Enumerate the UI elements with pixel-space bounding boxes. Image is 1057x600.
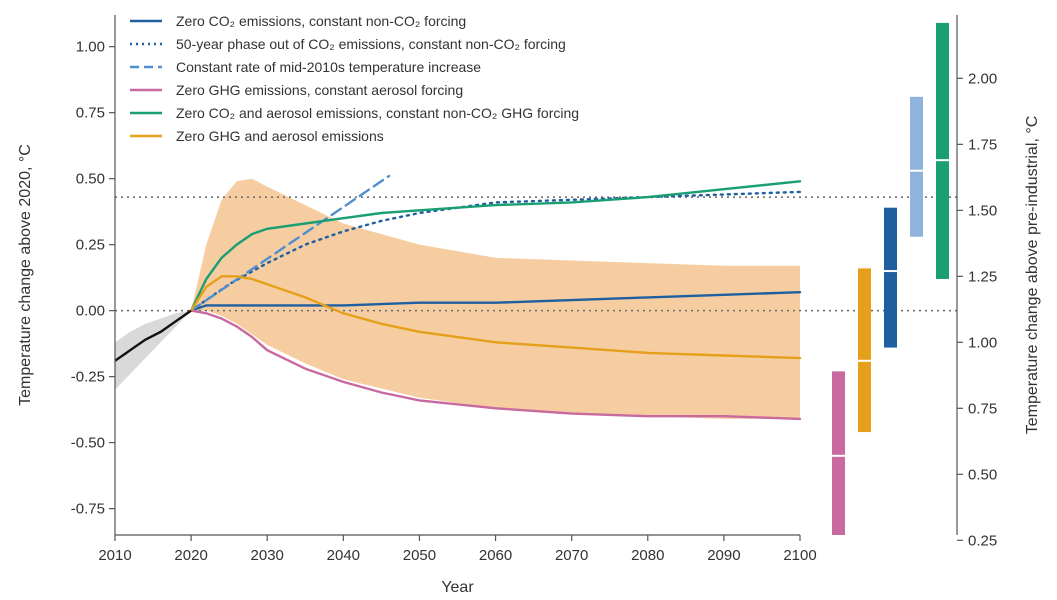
y-tick-label-5: 0.50 bbox=[76, 171, 105, 188]
x-tick-label-6: 2070 bbox=[555, 547, 588, 564]
y2-tick-label-7: 2.00 bbox=[968, 70, 997, 87]
series-line-5 bbox=[189, 275, 802, 360]
y2-tick-label-2: 0.75 bbox=[968, 400, 997, 417]
x-tick-label-2: 2030 bbox=[251, 547, 284, 564]
x-axis-label: Year bbox=[441, 579, 474, 596]
y-tick-label-4: 0.25 bbox=[76, 237, 105, 254]
x-tick-label-0: 2010 bbox=[98, 547, 131, 564]
range-bar-3 bbox=[910, 96, 923, 237]
y2-tick-label-1: 0.50 bbox=[968, 466, 997, 483]
historical-line bbox=[114, 309, 192, 362]
series-line-1 bbox=[189, 190, 802, 312]
y2-tick-label-6: 1.75 bbox=[968, 136, 997, 153]
series-line-4 bbox=[189, 180, 802, 312]
x-tick-label-1: 2020 bbox=[174, 547, 207, 564]
x-tick-label-9: 2100 bbox=[783, 547, 816, 564]
y-tick-label-1: -0.50 bbox=[71, 435, 105, 452]
legend-label-1: 50-year phase out of CO₂ emissions, cons… bbox=[176, 36, 566, 52]
y2-tick-label-0: 0.25 bbox=[968, 532, 997, 549]
x-tick-label-7: 2080 bbox=[631, 547, 664, 564]
legend-label-0: Zero CO₂ emissions, constant non-CO₂ for… bbox=[176, 13, 466, 29]
y-tick-label-2: -0.25 bbox=[71, 369, 105, 386]
x-tick-label-3: 2040 bbox=[327, 547, 360, 564]
legend-label-2: Constant rate of mid-2010s temperature i… bbox=[176, 59, 481, 75]
range-bar-4 bbox=[936, 22, 949, 279]
y-tick-label-3: 0.00 bbox=[76, 303, 105, 320]
legend-label-3: Zero GHG emissions, constant aerosol for… bbox=[176, 82, 463, 98]
y2-tick-label-5: 1.50 bbox=[968, 202, 997, 219]
range-bar-1 bbox=[858, 268, 871, 433]
series-line-0 bbox=[189, 291, 802, 312]
series-line-3 bbox=[189, 309, 802, 421]
legend-label-5: Zero GHG and aerosol emissions bbox=[176, 128, 384, 144]
y2-tick-label-3: 1.00 bbox=[968, 334, 997, 351]
historical-band bbox=[115, 310, 192, 390]
y2-tick-label-4: 1.25 bbox=[968, 268, 997, 285]
y2-axis-label: Temperature change above pre-industrial,… bbox=[1024, 116, 1041, 435]
x-tick-label-8: 2090 bbox=[707, 547, 740, 564]
uncertainty-band bbox=[191, 178, 801, 419]
legend-label-4: Zero CO₂ and aerosol emissions, constant… bbox=[176, 105, 579, 121]
y-tick-label-0: -0.75 bbox=[71, 501, 105, 518]
y-tick-label-6: 0.75 bbox=[76, 105, 105, 122]
y-tick-label-7: 1.00 bbox=[76, 39, 105, 56]
y-axis-label: Temperature change above 2020, °C bbox=[17, 144, 34, 406]
x-tick-label-4: 2050 bbox=[403, 547, 436, 564]
range-bar-2 bbox=[884, 207, 897, 348]
series-line-2 bbox=[189, 174, 391, 312]
range-bar-0 bbox=[832, 371, 845, 535]
x-tick-label-5: 2060 bbox=[479, 547, 512, 564]
